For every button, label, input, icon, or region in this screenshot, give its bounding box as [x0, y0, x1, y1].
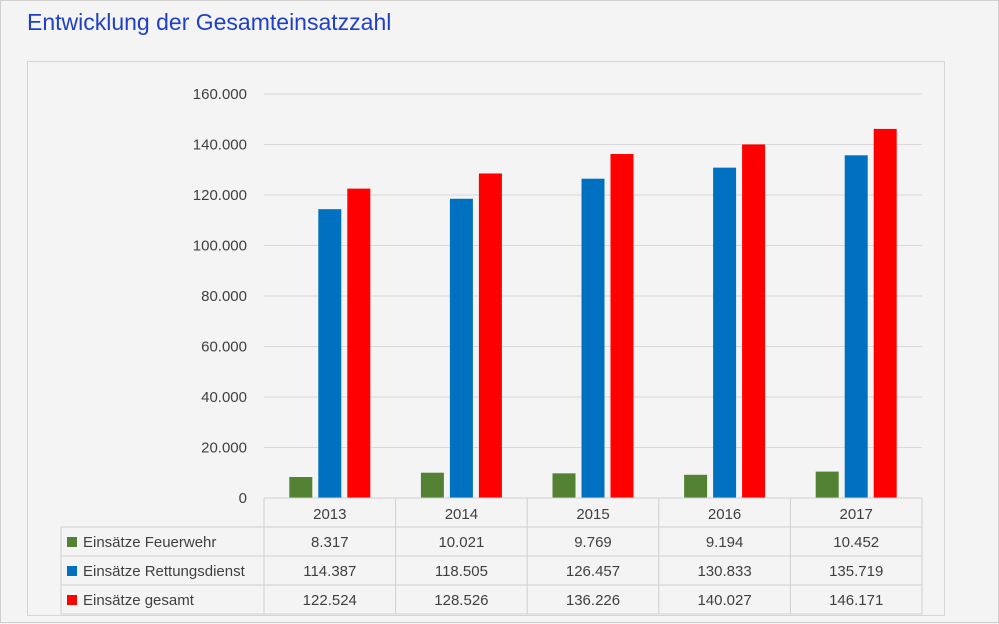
- data-label: 136.226: [566, 592, 620, 609]
- x-tick-label: 2017: [840, 506, 873, 523]
- bar-eins-tze-feuerwehr-2015: [552, 473, 576, 498]
- bar-eins-tze-rettungsdienst-2016: [713, 167, 737, 498]
- x-tick-label: 2014: [445, 506, 478, 523]
- data-label: 9.194: [706, 534, 744, 551]
- bar-eins-tze-rettungsdienst-2015: [581, 178, 605, 498]
- bar-eins-tze-gesamt-2015: [610, 154, 634, 498]
- y-tick-label: 60.000: [201, 339, 247, 356]
- data-label: 10.021: [438, 534, 484, 551]
- legend-label: Einsätze gesamt: [83, 592, 195, 609]
- data-label: 140.027: [697, 592, 751, 609]
- data-label: 135.719: [829, 563, 883, 580]
- y-tick-label: 80.000: [201, 288, 247, 305]
- data-label: 8.317: [311, 534, 349, 551]
- bar-eins-tze-rettungsdienst-2017: [844, 155, 868, 499]
- data-label: 126.457: [566, 563, 620, 580]
- bar-eins-tze-gesamt-2017: [873, 128, 897, 499]
- y-tick-label: 160.000: [193, 86, 247, 103]
- data-label: 114.387: [303, 563, 356, 580]
- y-tick-label: 100.000: [193, 238, 247, 255]
- bar-eins-tze-gesamt-2016: [742, 144, 766, 498]
- data-label: 130.833: [697, 563, 751, 580]
- data-label: 128.526: [434, 592, 488, 609]
- y-tick-label: 140.000: [193, 137, 247, 154]
- bar-eins-tze-rettungsdienst-2013: [318, 209, 342, 498]
- x-tick-label: 2015: [576, 506, 609, 523]
- x-tick-label: 2016: [708, 506, 741, 523]
- data-label: 118.505: [435, 563, 488, 580]
- bar-eins-tze-feuerwehr-2017: [815, 471, 839, 498]
- page-title: Entwicklung der Gesamteinsatzzahl: [27, 9, 392, 35]
- legend-swatch: [67, 595, 77, 605]
- bar-eins-tze-gesamt-2013: [347, 188, 371, 499]
- x-tick-label: 2013: [313, 506, 346, 523]
- y-tick-label: 40.000: [201, 389, 247, 406]
- data-label: 122.524: [303, 592, 357, 609]
- bar-eins-tze-feuerwehr-2013: [289, 476, 313, 498]
- legend-swatch: [67, 566, 77, 576]
- bar-eins-tze-gesamt-2014: [478, 173, 502, 498]
- legend-label: Einsätze Rettungsdienst: [83, 563, 246, 580]
- data-label: 146.171: [829, 592, 883, 609]
- bar-eins-tze-feuerwehr-2016: [684, 474, 708, 498]
- bar-eins-tze-rettungsdienst-2014: [449, 198, 473, 498]
- legend-label: Einsätze Feuerwehr: [83, 534, 216, 551]
- data-label: 10.452: [833, 534, 879, 551]
- data-label: 9.769: [574, 534, 612, 551]
- y-tick-label: 120.000: [193, 187, 247, 204]
- y-tick-label: 20.000: [201, 440, 247, 457]
- y-tick-label: 0: [239, 490, 247, 507]
- bar-eins-tze-feuerwehr-2014: [420, 472, 444, 498]
- legend-swatch: [67, 537, 77, 547]
